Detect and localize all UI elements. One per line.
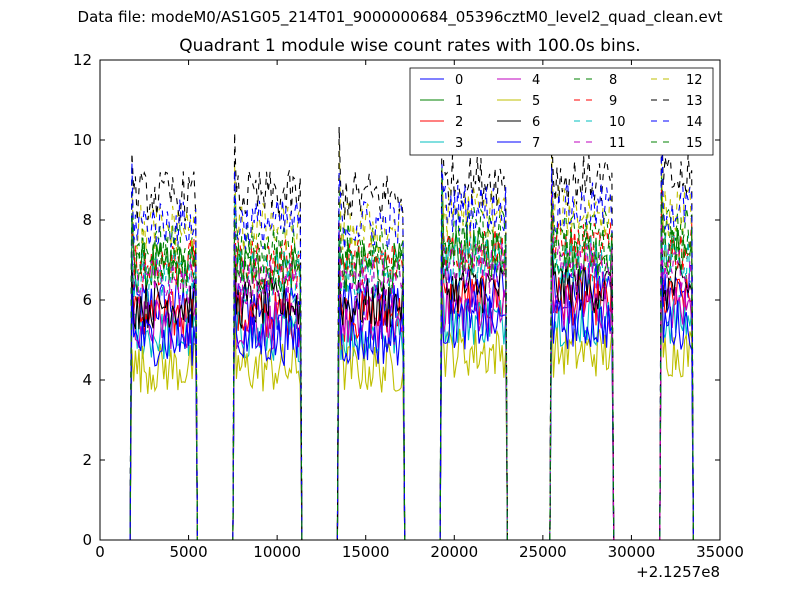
- series-line-6: [129, 219, 694, 541]
- series-line-12: [129, 142, 694, 541]
- legend-label-15: 15: [686, 136, 703, 151]
- legend-label-13: 13: [686, 94, 703, 109]
- plot-lines: [129, 110, 694, 541]
- x-tick-label: 30000: [608, 543, 656, 561]
- series-line-5: [129, 275, 694, 541]
- legend-label-4: 4: [532, 73, 540, 88]
- x-tick-label: 15000: [342, 543, 390, 561]
- legend-label-6: 6: [532, 115, 540, 130]
- series-line-0: [129, 233, 694, 541]
- y-tick-label: 0: [82, 531, 92, 549]
- y-tick-label: 2: [82, 451, 92, 469]
- legend-label-10: 10: [609, 115, 626, 130]
- series-line-7: [129, 238, 694, 541]
- x-tick-label: 35000: [696, 543, 744, 561]
- legend-label-5: 5: [532, 94, 540, 109]
- x-tick-label: 20000: [430, 543, 478, 561]
- legend-box: [409, 67, 714, 156]
- series-line-14: [129, 123, 694, 541]
- legend-label-8: 8: [609, 73, 617, 88]
- series-line-11: [129, 183, 694, 541]
- x-tick-label: 5000: [169, 543, 207, 561]
- legend-label-0: 0: [455, 73, 463, 88]
- legend-label-9: 9: [609, 94, 617, 109]
- y-tick-label: 8: [82, 211, 92, 229]
- y-tick-label: 10: [73, 131, 92, 149]
- figure-suptitle: Data file: modeM0/AS1G05_214T01_90000006…: [77, 8, 723, 26]
- chart-title: Quadrant 1 module wise count rates with …: [179, 36, 641, 56]
- series-line-4: [129, 253, 694, 541]
- legend-label-7: 7: [532, 136, 540, 151]
- x-offset-label: +2.1257e8: [636, 563, 720, 581]
- y-tick-label: 12: [73, 51, 92, 69]
- axes: 0 5000 10000 15000 20000 25000 30000 35000 0 2 4 6 8…: [73, 51, 744, 561]
- series-line-15: [129, 195, 694, 541]
- y-tick-label: 4: [82, 371, 92, 389]
- x-tick-label: 0: [95, 543, 105, 561]
- legend-label-14: 14: [686, 115, 703, 130]
- legend-label-3: 3: [455, 136, 463, 151]
- y-tick-label: 6: [82, 291, 92, 309]
- legend-label-11: 11: [609, 136, 626, 151]
- legend-label-12: 12: [686, 73, 703, 88]
- legend-label-1: 1: [455, 94, 463, 109]
- x-tick-label: 10000: [253, 543, 301, 561]
- x-tick-label: 25000: [519, 543, 567, 561]
- series-line-1: [129, 167, 694, 541]
- series-line-10: [129, 183, 694, 541]
- legend-label-2: 2: [455, 115, 463, 130]
